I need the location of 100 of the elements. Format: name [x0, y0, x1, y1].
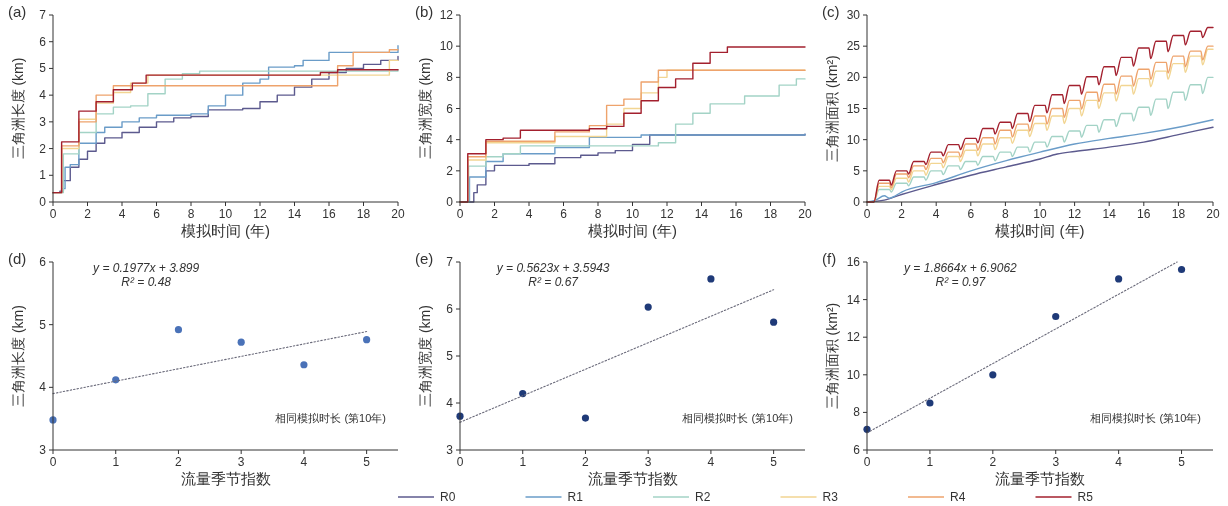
y-tick-label: 6: [446, 302, 454, 316]
x-tick-label: 1: [112, 455, 120, 469]
x-tick-label: 16: [729, 207, 743, 221]
y-tick-label: 30: [846, 8, 861, 22]
y-axis-title: 三角洲长度 (km): [10, 305, 26, 407]
y-tick-label: 7: [446, 255, 454, 269]
y-tick-label: 14: [846, 292, 861, 307]
x-tick-label: 2: [491, 207, 499, 221]
legend-label: R4: [950, 490, 966, 504]
x-tick-label: 1: [519, 455, 527, 469]
x-tick-label: 6: [967, 207, 975, 221]
y-tick-label: 8: [446, 70, 454, 85]
x-tick-label: 4: [300, 455, 308, 469]
x-tick-label: 1: [926, 455, 934, 469]
x-tick-label: 14: [1102, 207, 1117, 221]
y-tick-label: 2: [446, 163, 454, 178]
x-axis-title: 模拟时间 (年): [587, 222, 678, 239]
annotation: R² = 0.67: [528, 275, 580, 289]
y-tick-label: 4: [446, 132, 454, 147]
y-axis-title: 三角洲面积 (km²): [824, 302, 840, 410]
y-tick-label: 16: [846, 255, 861, 269]
y-axis-title: 三角洲宽度 (km): [417, 57, 433, 160]
x-tick-label: 16: [1137, 207, 1151, 221]
annotation: R² = 0.48: [121, 275, 172, 289]
y-tick-label: 5: [39, 61, 47, 76]
y-tick-label: 0: [853, 195, 861, 209]
x-tick-label: 2: [582, 455, 590, 469]
y-tick-label: 0: [39, 195, 47, 209]
chart-title: (d): [8, 250, 27, 267]
x-axis-title: 流量季节指数: [995, 470, 1085, 487]
x-tick-label: 14: [287, 207, 302, 221]
x-tick-label: 5: [1178, 455, 1186, 469]
x-axis-title: 流量季节指数: [180, 470, 271, 487]
x-tick-label: 5: [770, 455, 778, 469]
y-tick-label: 10: [439, 39, 454, 54]
x-tick-label: 3: [1052, 455, 1060, 469]
x-tick-label: 0: [456, 455, 464, 469]
x-tick-label: 8: [1002, 207, 1010, 221]
y-tick-label: 8: [853, 405, 861, 420]
x-tick-label: 2: [175, 455, 183, 469]
x-tick-label: 0: [863, 207, 871, 221]
x-tick-label: 18: [356, 207, 371, 221]
legend-label: R1: [567, 490, 584, 504]
x-tick-label: 18: [1171, 207, 1186, 221]
x-tick-label: 3: [644, 455, 652, 469]
chart-title: (a): [8, 3, 27, 20]
x-tick-label: 16: [322, 207, 336, 221]
x-tick-label: 12: [1067, 207, 1082, 221]
x-tick-label: 8: [594, 207, 602, 221]
x-tick-label: 20: [391, 207, 405, 221]
x-tick-label: 2: [898, 207, 906, 221]
x-tick-label: 10: [218, 207, 233, 221]
x-tick-label: 0: [49, 207, 57, 221]
x-tick-label: 4: [1115, 455, 1123, 469]
x-tick-label: 3: [237, 455, 245, 469]
y-axis-title: 三角洲宽度 (km): [417, 305, 433, 407]
y-tick-label: 12: [439, 8, 454, 22]
y-tick-label: 1: [39, 168, 47, 183]
chart-title: (c): [822, 3, 840, 20]
x-tick-label: 2: [989, 455, 997, 469]
x-tick-label: 8: [187, 207, 195, 221]
x-tick-label: 10: [1033, 207, 1047, 221]
legend-label: R3: [822, 490, 839, 504]
y-tick-label: 6: [39, 255, 47, 269]
x-tick-label: 20: [1206, 207, 1220, 221]
annotation: y = 0.1977x + 3.899: [92, 261, 200, 275]
y-tick-label: 5: [853, 163, 861, 178]
annotation: 相同模拟时长 (第10年): [1090, 412, 1201, 424]
annotation: R² = 0.97: [935, 275, 987, 289]
y-tick-label: 3: [446, 443, 454, 457]
x-tick-label: 4: [707, 455, 715, 469]
y-tick-label: 4: [39, 88, 47, 103]
y-tick-label: 4: [39, 380, 47, 395]
x-tick-label: 0: [49, 455, 57, 469]
y-tick-label: 2: [39, 141, 47, 156]
x-tick-label: 4: [118, 207, 126, 221]
legend-label: R0: [440, 490, 456, 504]
x-tick-label: 5: [363, 455, 371, 469]
annotation: y = 0.5623x + 3.5943: [495, 261, 610, 275]
y-tick-label: 5: [446, 349, 454, 363]
x-tick-label: 14: [694, 207, 709, 221]
chart-title: (e): [415, 250, 434, 267]
y-tick-label: 3: [39, 114, 47, 129]
y-tick-label: 6: [39, 34, 47, 49]
y-tick-label: 25: [846, 39, 861, 54]
x-tick-label: 2: [84, 207, 92, 221]
y-tick-label: 6: [446, 101, 454, 116]
x-tick-label: 6: [153, 207, 161, 221]
y-tick-label: 20: [846, 70, 861, 85]
annotation: 相同模拟时长 (第10年): [682, 412, 793, 424]
y-tick-label: 3: [39, 443, 47, 457]
x-axis-title: 模拟时间 (年): [180, 222, 271, 239]
y-tick-label: 10: [846, 367, 861, 382]
annotation: y = 1.8664x + 6.9062: [903, 261, 1018, 275]
y-axis-title: 三角洲面积 (km²): [824, 55, 840, 162]
x-axis-title: 流量季节指数: [587, 470, 678, 487]
x-tick-label: 10: [625, 207, 640, 221]
y-tick-label: 5: [39, 317, 47, 332]
y-tick-label: 7: [39, 8, 47, 22]
x-tick-label: 12: [253, 207, 267, 221]
